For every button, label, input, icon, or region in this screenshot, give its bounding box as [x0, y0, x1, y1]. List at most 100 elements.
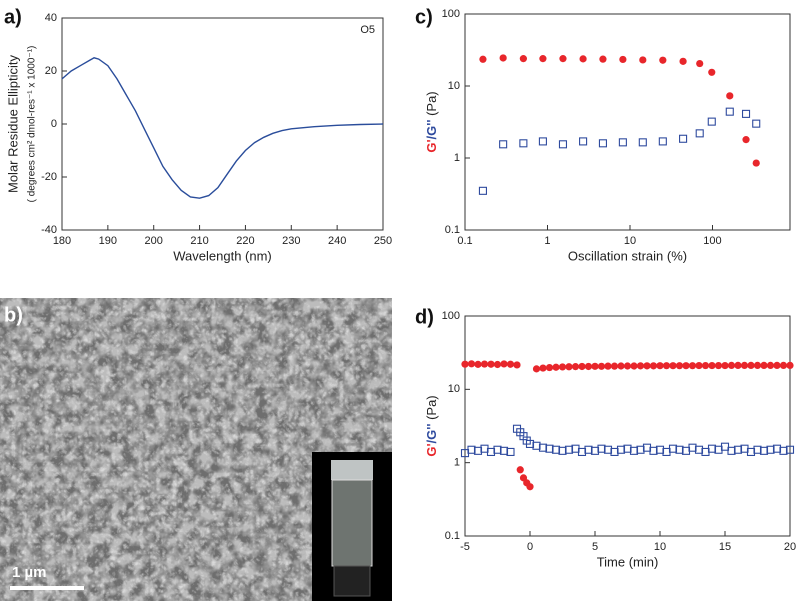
y-tick-label: 1 — [454, 457, 460, 469]
data-point — [741, 109, 751, 118]
data-point — [623, 362, 632, 370]
x-tick-label: 210 — [190, 235, 208, 247]
data-point — [493, 360, 502, 369]
data-point — [578, 362, 586, 371]
data-point — [618, 138, 627, 147]
data-point — [467, 360, 476, 368]
data-point — [584, 362, 593, 371]
data-point — [500, 360, 508, 368]
data-point — [516, 466, 524, 474]
data-point — [617, 362, 625, 370]
data-point — [591, 362, 599, 370]
y-tick-label: 0.1 — [445, 530, 460, 542]
data-point — [760, 361, 768, 370]
x-tick-label: 180 — [53, 235, 71, 247]
annotation: O5 — [360, 24, 375, 36]
data-point — [480, 360, 489, 368]
data-point — [487, 360, 495, 368]
y-axis-title-part: G' — [424, 443, 439, 456]
data-point — [571, 363, 580, 371]
y-axis-subtitle: ( degrees cm² dmol-res⁻¹ x 1000⁻¹) — [27, 46, 38, 203]
x-tick-label: 0.1 — [457, 235, 472, 247]
panel-label: d) — [415, 306, 434, 328]
data-point — [630, 362, 638, 370]
data-point — [662, 362, 671, 370]
data-point — [682, 362, 690, 370]
x-tick-label: 10 — [624, 235, 636, 247]
y-axis-title: Molar Residue Ellipticity — [5, 55, 20, 193]
x-tick-label: 15 — [719, 541, 731, 553]
y-axis-title-part: /G'' — [424, 120, 439, 140]
y-axis-title-part: G' — [424, 139, 439, 152]
data-point — [679, 57, 687, 65]
y-axis-title-part: (Pa) — [424, 395, 439, 423]
data-point — [753, 361, 762, 370]
data-point — [539, 55, 547, 63]
data-point — [538, 137, 547, 146]
x-tick-label: 20 — [784, 541, 796, 553]
y-tick-label: 20 — [45, 65, 57, 77]
y-tick-label: -40 — [41, 224, 57, 236]
x-axis-title: Wavelength (nm) — [173, 248, 272, 263]
data-point — [696, 59, 704, 68]
data-point — [598, 139, 607, 148]
y-tick-label: 100 — [442, 310, 460, 322]
data-point — [688, 362, 697, 370]
data-point — [721, 361, 729, 370]
y-tick-label: 0.1 — [445, 224, 460, 236]
data-point — [659, 56, 667, 64]
x-axis-title: Oscillation strain (%) — [568, 248, 687, 263]
data-point — [752, 119, 761, 128]
panel-label: b) — [4, 304, 23, 326]
x-axis-title: Time (min) — [597, 554, 659, 569]
data-point — [579, 55, 587, 63]
data-point — [726, 92, 734, 100]
vial-body — [331, 479, 373, 567]
data-point — [675, 362, 684, 370]
data-point — [461, 360, 469, 368]
data-point — [669, 362, 677, 370]
x-tick-label: 5 — [592, 541, 598, 553]
data-point — [679, 134, 688, 143]
data-point — [552, 363, 560, 371]
data-point — [656, 362, 664, 370]
data-point — [639, 56, 647, 64]
data-point — [695, 361, 703, 370]
data-point — [597, 362, 606, 370]
scale-bar-label: 1 µm — [12, 564, 47, 581]
y-axis-title-part: (Pa) — [424, 91, 439, 119]
x-tick-label: 250 — [374, 235, 392, 247]
data-point — [725, 107, 734, 116]
data-point — [478, 186, 487, 195]
data-point — [519, 55, 527, 63]
vial-top — [331, 460, 373, 480]
y-tick-label: 10 — [448, 80, 460, 92]
x-tick-label: 100 — [703, 235, 721, 247]
panel-label: a) — [4, 6, 22, 28]
data-point — [539, 364, 547, 372]
data-point — [643, 362, 651, 370]
data-point — [565, 363, 573, 371]
data-line — [61, 57, 384, 199]
data-point — [708, 361, 716, 370]
data-point — [545, 363, 554, 372]
vial-cap — [333, 565, 371, 597]
data-point — [740, 361, 749, 370]
data-point — [773, 361, 781, 370]
y-tick-label: -20 — [41, 171, 57, 183]
data-point — [558, 363, 567, 371]
data-point — [727, 361, 736, 370]
data-point — [599, 55, 607, 63]
data-point — [519, 139, 528, 148]
x-tick-label: 1 — [544, 235, 550, 247]
data-point — [779, 361, 788, 370]
data-point — [479, 55, 487, 63]
data-point — [532, 365, 541, 373]
y-tick-label: 1 — [454, 152, 460, 164]
panel-label: c) — [415, 6, 433, 28]
data-point — [766, 361, 775, 370]
data-point — [499, 54, 507, 62]
data-point — [720, 442, 730, 451]
x-tick-label: 0 — [527, 541, 533, 553]
